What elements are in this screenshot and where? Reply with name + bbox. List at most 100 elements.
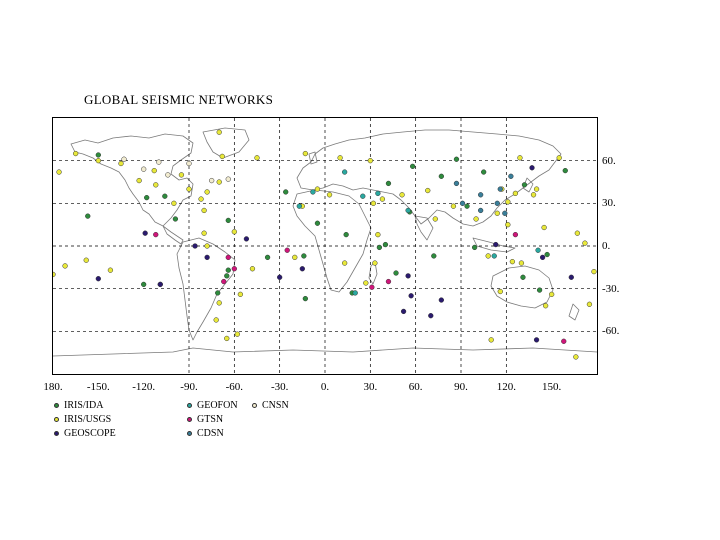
station-marker — [209, 177, 215, 184]
station-marker — [215, 290, 221, 296]
station-marker — [337, 155, 343, 161]
station-marker — [171, 200, 177, 206]
station-marker — [221, 278, 227, 285]
station-marker — [541, 224, 547, 231]
station-marker — [352, 290, 358, 296]
station-marker — [341, 260, 348, 266]
legend-marker-icon — [187, 417, 192, 422]
station-marker — [542, 303, 549, 309]
legend-label: IRIS/IDA — [64, 400, 104, 411]
station-marker — [283, 189, 289, 195]
station-marker — [512, 190, 519, 197]
map-title: GLOBAL SEISMIC NETWORKS — [84, 92, 274, 107]
station-marker — [224, 335, 230, 342]
station-marker — [341, 169, 348, 175]
station-marker — [237, 291, 244, 298]
station-marker — [284, 247, 290, 253]
legend-label: IRIS/USGS — [64, 414, 112, 425]
station-marker — [497, 186, 503, 192]
station-marker — [95, 152, 101, 158]
station-marker — [533, 186, 540, 192]
station-marker — [343, 231, 349, 238]
station-marker — [224, 273, 230, 279]
longitude-tick-label: -120. — [132, 381, 156, 393]
station-marker — [296, 203, 302, 209]
station-marker — [493, 241, 499, 248]
station-marker — [225, 254, 231, 261]
longitude-tick-label: -90. — [180, 381, 198, 393]
station-marker — [204, 254, 210, 261]
station-marker — [591, 268, 597, 275]
station-marker — [438, 297, 445, 303]
station-marker — [165, 172, 171, 178]
legend-item: IRIS/IDA — [54, 400, 103, 411]
station-marker — [95, 276, 101, 282]
station-marker — [369, 284, 375, 290]
station-marker — [310, 189, 316, 195]
station-marker — [326, 192, 333, 198]
station-marker — [400, 308, 407, 315]
legend-label: GTSN — [197, 414, 224, 425]
britain-coast — [308, 151, 318, 165]
station-marker — [83, 257, 89, 263]
station-marker — [488, 337, 494, 343]
legend-marker-icon — [54, 403, 59, 408]
station-marker — [409, 163, 416, 170]
station-marker — [254, 155, 260, 161]
legend-label: CDSN — [197, 428, 224, 439]
station-marker — [204, 243, 210, 249]
station-marker — [561, 338, 567, 344]
station-marker — [438, 173, 445, 179]
station-marker — [529, 165, 535, 171]
station-marker — [385, 278, 392, 285]
station-marker — [556, 155, 562, 161]
legend-item: GTSN — [187, 414, 223, 425]
station-marker — [508, 173, 514, 179]
indonesia-coast — [472, 237, 516, 253]
station-marker — [370, 200, 377, 206]
station-marker — [485, 253, 491, 259]
longitude-tick-label: 150. — [542, 381, 562, 393]
new-zealand-coast — [568, 303, 580, 321]
station-marker — [431, 253, 437, 259]
station-marker — [153, 182, 159, 188]
legend-label: GEOFON — [197, 400, 238, 411]
station-marker — [568, 274, 574, 280]
india-coast — [414, 215, 434, 241]
legend-item: GEOFON — [187, 400, 238, 411]
legend-marker-icon — [187, 403, 192, 408]
station-marker — [216, 300, 222, 306]
north-america-coast — [70, 133, 194, 227]
legend-label: CNSN — [262, 400, 289, 411]
station-marker — [562, 167, 568, 174]
central-america-coast — [162, 225, 184, 245]
station-marker — [464, 203, 470, 209]
station-marker — [225, 176, 231, 182]
station-marker — [144, 194, 150, 201]
longitude-tick-label: -60. — [225, 381, 244, 393]
station-marker — [249, 266, 256, 272]
station-marker — [141, 166, 147, 172]
station-marker — [367, 158, 373, 164]
station-marker — [385, 180, 392, 187]
station-marker — [491, 253, 497, 259]
station-marker — [586, 301, 593, 307]
station-marker — [299, 266, 305, 272]
legend-item: CNSN — [252, 400, 289, 411]
legend-marker-icon — [252, 403, 257, 408]
legend-item: CDSN — [187, 428, 224, 439]
station-marker — [502, 210, 508, 216]
station-marker — [178, 172, 185, 178]
station-marker — [477, 192, 484, 198]
station-marker — [231, 229, 237, 235]
station-marker — [314, 186, 321, 192]
station-marker — [520, 274, 526, 280]
station-marker — [573, 354, 579, 360]
station-marker — [225, 217, 231, 224]
station-marker — [509, 258, 516, 265]
station-marker — [582, 240, 588, 246]
longitude-tick-label: -30. — [270, 381, 289, 393]
station-marker — [157, 281, 163, 288]
latitude-tick-label: 0. — [602, 240, 611, 252]
australia-coast — [490, 265, 554, 309]
